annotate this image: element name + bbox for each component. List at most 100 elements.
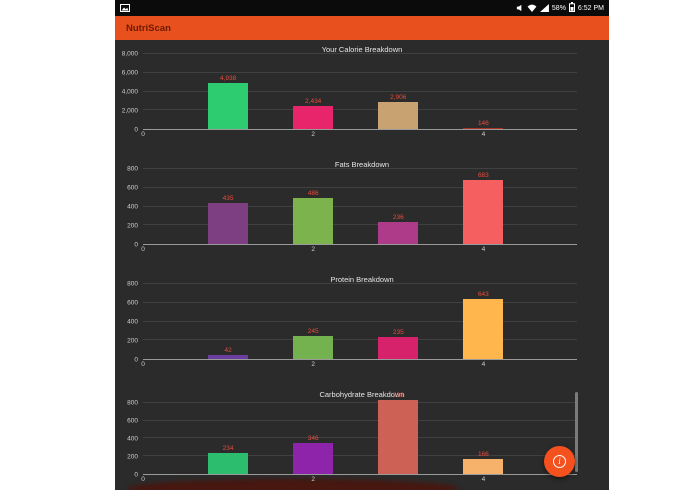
plot-area: 435 486 236 683 (143, 168, 577, 245)
y-axis: 0 200 400 600 800 (115, 279, 143, 362)
bar-value-label: 42 (224, 347, 232, 355)
bar[interactable]: 234 (208, 445, 249, 474)
gridline (143, 419, 577, 421)
bar-value-label: 236 (392, 213, 404, 221)
status-bar: 58% 6:52 PM (115, 0, 609, 16)
bar[interactable]: 486 (293, 190, 334, 244)
screenshot-icon (120, 3, 130, 13)
gridline (143, 301, 577, 303)
battery-icon (568, 0, 575, 17)
bar[interactable]: 4,938 (208, 75, 249, 129)
x-axis-labels: 0 2 4 (141, 130, 577, 140)
y-tick-label: 600 (127, 183, 138, 191)
bar-value-label: 346 (307, 435, 319, 443)
chart-title: Your Calorie Breakdown (321, 45, 403, 54)
y-tick-label: 800 (127, 398, 138, 406)
y-tick-label: 0 (134, 125, 138, 133)
y-tick-label: 4,000 (121, 87, 138, 95)
charts: Your Calorie Breakdown 0 2,000 4,000 6,000 8,… (115, 40, 609, 490)
gridline (143, 437, 577, 439)
wifi-icon (527, 4, 537, 12)
bar[interactable]: 346 (293, 435, 334, 474)
bar[interactable]: 828 (378, 392, 419, 474)
chart-2: Fats Breakdown 0 200 400 600 800 435 486 236 683 0… (115, 155, 609, 270)
chart-3: Protein Breakdown 0 200 400 600 800 42 245 235 64… (115, 270, 609, 385)
plot-area: 234 346 828 166 (143, 392, 577, 475)
plot-area: 4,938 2,434 2,906 146 (143, 53, 577, 130)
status-bar-left (120, 3, 130, 13)
chart-body: 0 2,000 4,000 6,000 8,000 4,938 2,434 2,906 146 (115, 49, 609, 132)
y-tick-label: 400 (127, 202, 138, 210)
bar-value-label: 828 (392, 392, 404, 400)
bar-value-label: 146 (477, 119, 489, 127)
y-axis: 0 2,000 4,000 6,000 8,000 (115, 49, 143, 132)
y-tick-label: 800 (127, 164, 138, 172)
gridline (143, 186, 577, 188)
y-tick-label: 600 (127, 298, 138, 306)
bar-value-label: 4,938 (219, 74, 237, 82)
gridline (143, 224, 577, 226)
chart-1: Your Calorie Breakdown 0 2,000 4,000 6,000 8,… (115, 40, 609, 155)
battery-percent: 58% (551, 4, 566, 12)
x-tick-label: 4 (481, 246, 486, 253)
bar[interactable]: 236 (378, 214, 419, 244)
x-tick-label: 4 (481, 131, 486, 138)
x-tick-label: 4 (481, 361, 486, 368)
gridline (143, 205, 577, 207)
bar-value-label: 486 (307, 190, 319, 198)
app-title: NutriScan (126, 22, 171, 34)
bar[interactable]: 435 (208, 195, 249, 244)
bar-value-label: 235 (392, 328, 404, 336)
bar[interactable]: 235 (378, 329, 419, 359)
bar-value-label: 2,434 (305, 98, 322, 106)
y-tick-label: 200 (127, 452, 138, 460)
y-axis: 0 200 400 600 800 (115, 164, 143, 247)
bar[interactable]: 2,434 (293, 98, 334, 129)
x-tick-label: 0 (141, 131, 145, 138)
chart-body: 0 200 400 600 800 42 245 235 643 (115, 279, 609, 362)
chart-title: Carbohydrate Breakdown (319, 390, 405, 399)
x-axis-labels: 0 2 4 (141, 360, 577, 370)
y-tick-label: 600 (127, 416, 138, 424)
x-axis-labels: 0 2 4 (141, 245, 577, 255)
bar-value-label: 643 (477, 290, 489, 298)
x-tick-label: 2 (311, 131, 315, 138)
bar-value-label: 234 (222, 445, 234, 453)
info-fab[interactable]: i (544, 446, 575, 477)
status-bar-right: 58% 6:52 PM (516, 0, 604, 17)
gridline (143, 320, 577, 322)
y-axis: 0 200 400 600 800 (115, 398, 143, 477)
bar-value-label: 2,906 (390, 93, 407, 101)
partial-chart-fragment (127, 479, 459, 490)
y-tick-label: 200 (127, 221, 138, 229)
scrollbar-thumb[interactable] (575, 392, 578, 472)
x-tick-label: 4 (481, 476, 486, 483)
gridline (143, 455, 577, 457)
plot-area: 42 245 235 643 (143, 283, 577, 360)
x-tick-label: 0 (141, 246, 145, 253)
y-tick-label: 8,000 (121, 49, 138, 57)
chart-4: Carbohydrate Breakdown 0 200 400 600 800 234 34… (115, 385, 609, 490)
x-tick-label: 2 (311, 476, 315, 483)
gridline (143, 283, 577, 284)
x-tick-label: 2 (311, 361, 315, 368)
y-tick-label: 200 (127, 336, 138, 344)
bar[interactable]: 2,906 (378, 94, 419, 129)
bar[interactable]: 643 (463, 291, 504, 359)
gridline (143, 53, 577, 54)
y-tick-label: 800 (127, 279, 138, 287)
info-icon: i (553, 455, 566, 468)
y-tick-label: 0 (134, 470, 138, 478)
bar[interactable]: 166 (463, 451, 504, 474)
bar[interactable]: 42 (208, 347, 249, 359)
bar[interactable]: 146 (463, 120, 504, 129)
y-tick-label: 0 (134, 355, 138, 363)
y-tick-label: 6,000 (121, 68, 138, 76)
bar[interactable]: 683 (463, 172, 504, 244)
bar-value-label: 166 (477, 451, 489, 459)
bar[interactable]: 245 (293, 328, 334, 359)
chart-title: Fats Breakdown (334, 160, 390, 169)
bar-value-label: 683 (477, 171, 489, 179)
bar-value-label: 435 (222, 195, 234, 203)
chart-body: 0 200 400 600 800 435 486 236 683 (115, 164, 609, 247)
